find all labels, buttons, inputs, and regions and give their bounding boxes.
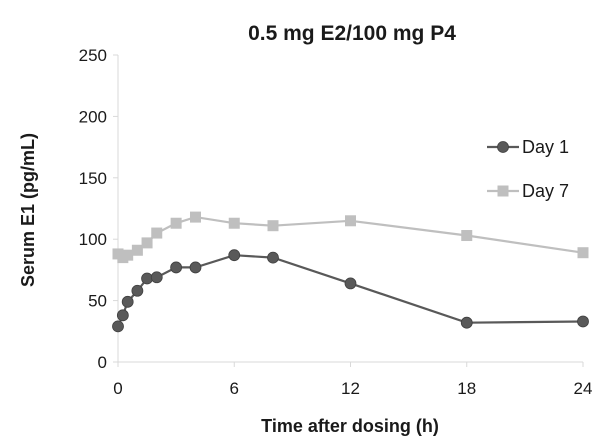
data-point: [577, 315, 589, 328]
data-point: [461, 230, 473, 242]
data-point: [141, 272, 153, 285]
legend-label: Day 1: [522, 137, 569, 157]
x-tick-label: 0: [113, 379, 122, 398]
series-day-7: [112, 211, 589, 264]
y-tick-label: 150: [79, 169, 107, 188]
x-axis-ticks: 0 6 12 18 24: [113, 362, 592, 398]
y-tick-label: 200: [79, 107, 107, 126]
legend-item: Day 7: [487, 181, 569, 201]
legend-label: Day 7: [522, 181, 569, 201]
legend-marker: [497, 185, 509, 197]
x-axis-title: Time after dosing (h): [261, 416, 439, 436]
data-point: [112, 320, 124, 333]
y-tick-label: 250: [79, 46, 107, 65]
y-tick-label: 100: [79, 230, 107, 249]
x-tick-label: 24: [574, 379, 593, 398]
data-point: [189, 261, 202, 274]
data-point: [228, 249, 241, 262]
data-point: [122, 249, 134, 261]
data-point: [151, 227, 163, 239]
data-point: [141, 237, 153, 249]
x-tick-label: 18: [457, 379, 476, 398]
series-day-1: [112, 249, 589, 333]
data-point: [228, 217, 240, 229]
data-point: [345, 215, 356, 227]
data-point: [267, 251, 279, 264]
data-point: [131, 244, 143, 256]
data-point: [267, 220, 279, 232]
data-point: [170, 217, 182, 229]
y-axis-title: Serum E1 (pg/mL): [18, 133, 38, 287]
data-point: [577, 247, 589, 259]
x-tick-label: 12: [341, 379, 360, 398]
data-point: [190, 211, 201, 223]
data-point: [460, 316, 473, 329]
y-tick-label: 0: [98, 353, 107, 372]
data-point: [121, 295, 134, 308]
x-tick-label: 6: [230, 379, 239, 398]
y-axis-ticks: 0 50 100 150 200 250: [79, 46, 118, 372]
data-point: [116, 309, 129, 322]
chart-title: 0.5 mg E2/100 mg P4: [248, 22, 456, 45]
series-layer: [112, 211, 589, 333]
series-line: [116, 254, 584, 327]
legend-item: Day 1: [487, 137, 569, 157]
data-point: [344, 277, 357, 290]
legend: Day 1 Day 7: [487, 137, 569, 201]
y-tick-label: 50: [88, 292, 107, 311]
data-point: [170, 261, 183, 274]
legend-marker: [497, 141, 509, 153]
data-point: [150, 271, 163, 284]
data-point: [131, 284, 144, 297]
